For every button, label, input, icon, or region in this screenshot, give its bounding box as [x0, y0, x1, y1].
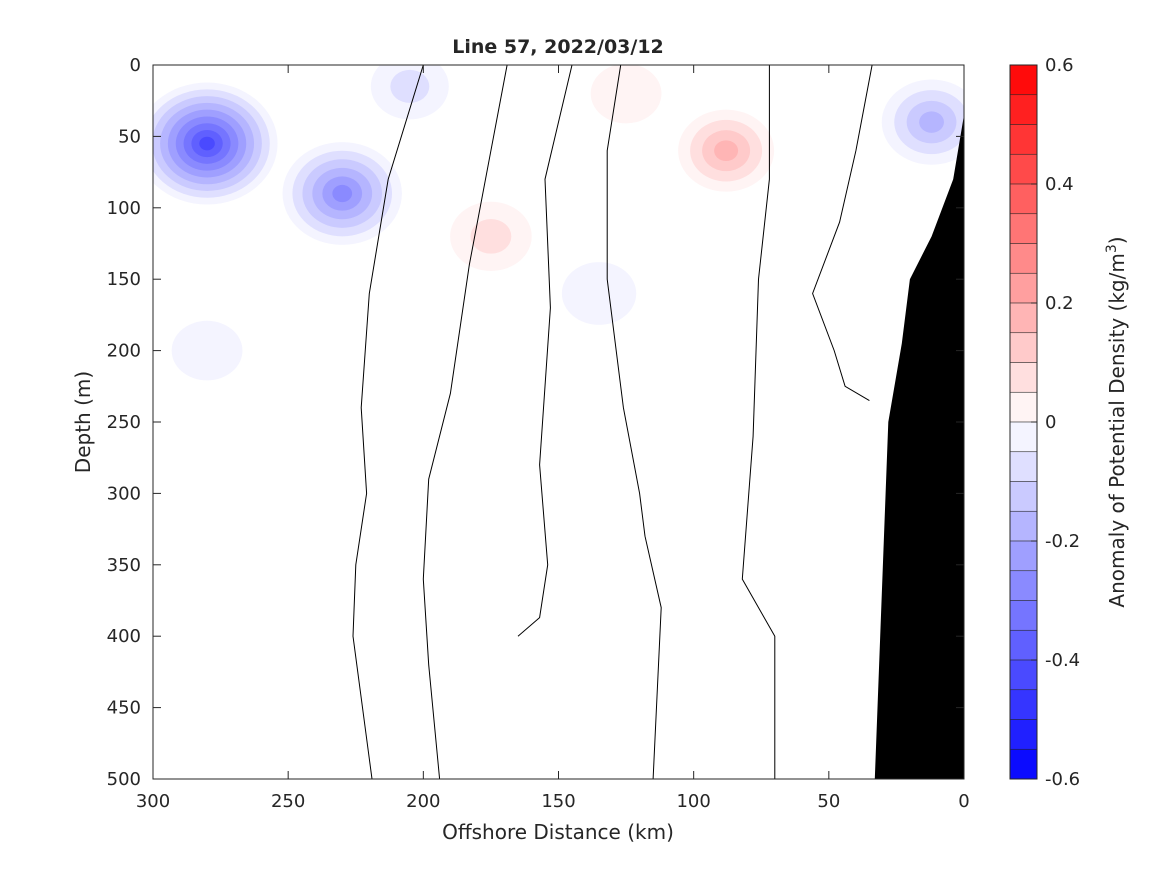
- colorbar-tick-label: 0.2: [1045, 293, 1074, 314]
- y-tick-label: 0: [130, 55, 141, 76]
- anomaly-level-7-1: [590, 65, 662, 124]
- zero-contour-5: [812, 65, 873, 402]
- zero-contour-2: [517, 65, 573, 637]
- y-tick-label: 250: [107, 412, 141, 433]
- colorbar-swatch: [1009, 391, 1038, 423]
- x-axis-ticks: 300 250 200 150 100 50 0: [136, 65, 970, 812]
- x-tick-label: 300: [136, 791, 170, 812]
- colorbar-swatches: [1009, 64, 1038, 780]
- colorbar-swatch: [1009, 332, 1038, 364]
- zero-contour-1: [422, 65, 508, 779]
- colorbar-tick-label: -0.6: [1045, 769, 1080, 790]
- colorbar-ticks: 0.6 0.4 0.2 0 -0.2 -0.4 -0.6: [1031, 55, 1080, 790]
- colorbar-swatch: [1009, 481, 1038, 512]
- colorbar-swatch: [1009, 719, 1038, 750]
- anomaly-level-4-1: [561, 262, 637, 325]
- y-tick-label: 500: [107, 769, 141, 790]
- colorbar-label-superscript: 3: [1104, 244, 1120, 253]
- colorbar-swatch: [1009, 689, 1038, 721]
- chart-title: Line 57, 2022/03/12: [452, 36, 664, 58]
- y-axis-ticks: 0 50 100 150 200 250 300 350 400 450 500: [107, 55, 964, 790]
- colorbar-swatch: [1009, 272, 1038, 304]
- y-tick-label: 150: [107, 269, 141, 290]
- anomaly-level-0-9: [199, 136, 215, 151]
- colorbar-swatch: [1009, 629, 1038, 661]
- x-tick-label: 0: [958, 791, 969, 812]
- colorbar-swatch: [1009, 540, 1038, 572]
- x-tick-label: 150: [541, 791, 575, 812]
- y-tick-label: 350: [107, 555, 141, 576]
- colorbar-swatch: [1009, 748, 1038, 780]
- anomaly-level-6-4: [714, 140, 739, 161]
- bathymetry-fill: [874, 115, 964, 779]
- colorbar-swatch: [1009, 124, 1038, 155]
- x-axis-label: Offshore Distance (km): [442, 820, 674, 844]
- colorbar-swatch: [1009, 213, 1038, 245]
- y-tick-label: 450: [107, 698, 141, 719]
- zero-contour-0: [352, 65, 424, 779]
- colorbar-label-close: ): [1105, 236, 1129, 244]
- colorbar-swatch: [1009, 659, 1038, 691]
- colorbar-tick-label: 0.4: [1045, 174, 1074, 195]
- colorbar-tick-label: 0.6: [1045, 55, 1074, 76]
- anomaly-level-1-6: [332, 184, 353, 203]
- anomaly-level-3-4: [919, 111, 944, 133]
- colorbar-swatch: [1009, 302, 1038, 334]
- colorbar-swatch: [1009, 153, 1038, 185]
- colorbar-tick-label: -0.4: [1045, 650, 1080, 671]
- zero-contour-4: [741, 65, 776, 779]
- colorbar-tick-label: 0: [1045, 412, 1056, 433]
- x-tick-label: 50: [817, 791, 840, 812]
- x-tick-label: 100: [676, 791, 710, 812]
- colorbar-swatch: [1009, 362, 1038, 393]
- y-tick-label: 50: [118, 126, 141, 147]
- y-tick-label: 400: [107, 626, 141, 647]
- y-tick-label: 100: [107, 198, 141, 219]
- colorbar-swatch: [1009, 94, 1038, 126]
- colorbar-swatch: [1009, 183, 1038, 215]
- colorbar-label: Anomaly of Potential Density (kg/m3): [1104, 236, 1129, 607]
- anomaly-field: [153, 65, 964, 381]
- colorbar-swatch: [1009, 64, 1038, 96]
- x-tick-label: 200: [406, 791, 440, 812]
- colorbar-swatch: [1009, 570, 1038, 602]
- colorbar: 0.6 0.4 0.2 0 -0.2 -0.4 -0.6 Anomaly of Potent…: [1009, 55, 1129, 790]
- plot-background: [153, 65, 964, 779]
- colorbar-swatch: [1009, 421, 1038, 453]
- zero-contour-lines: [352, 65, 873, 779]
- anomaly-level-8-2: [470, 219, 512, 254]
- anomaly-level-5-1: [171, 320, 243, 381]
- colorbar-swatch: [1009, 451, 1038, 483]
- anomaly-level-2-2: [390, 69, 430, 103]
- y-axis-label: Depth (m): [71, 371, 95, 473]
- y-tick-label: 200: [107, 341, 141, 362]
- y-tick-label: 300: [107, 483, 141, 504]
- x-tick-label: 250: [271, 791, 305, 812]
- colorbar-swatch: [1009, 510, 1038, 542]
- zero-contour-3: [606, 65, 662, 779]
- plot-area: 300 250 200 150 100 50 0 050100150200250300350…: [107, 55, 970, 812]
- colorbar-swatch: [1009, 243, 1038, 274]
- colorbar-swatch: [1009, 600, 1038, 631]
- colorbar-tick-label: -0.2: [1045, 531, 1080, 552]
- colorbar-label-main: Anomaly of Potential Density (kg/m: [1105, 253, 1129, 607]
